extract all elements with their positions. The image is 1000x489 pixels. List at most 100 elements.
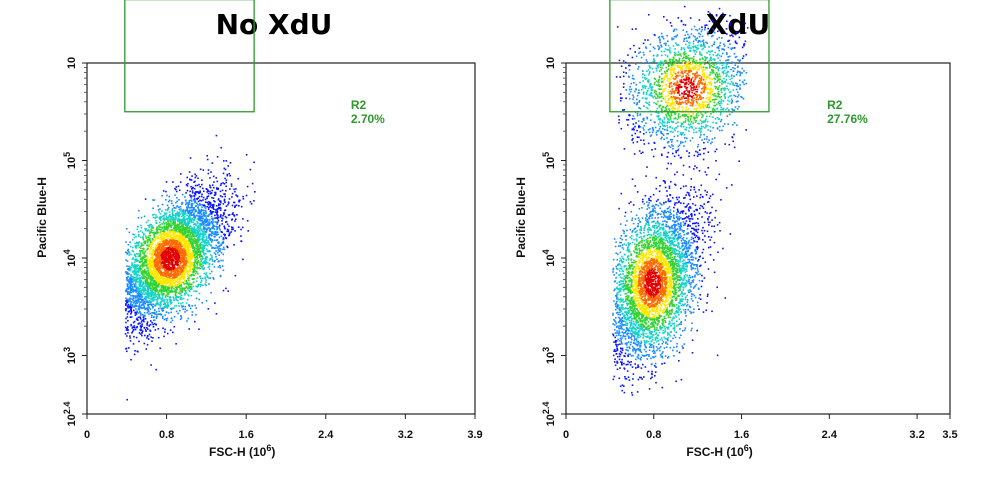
event-dot [153,319,156,321]
event-dot [146,252,149,255]
event-dot [174,305,176,307]
event-dot [167,263,169,265]
event-dot [173,278,176,281]
event-dot [169,277,171,279]
event-dot [196,230,198,232]
event-dot [157,313,159,316]
event-dot [171,269,173,271]
event-dot [176,228,178,230]
event-dot [144,292,147,294]
event-dot [189,199,192,202]
event-dot [197,233,199,235]
event-dot [142,247,144,250]
event-dot [145,270,148,273]
event-dot [177,312,179,315]
event-dot [201,255,203,258]
event-dot [181,271,184,274]
event-dot [214,247,217,249]
event-dot [190,185,192,188]
event-dot [192,250,194,252]
event-dot [186,263,188,265]
event-dot [184,236,186,239]
event-dot [658,331,661,334]
event-dot [164,299,166,301]
event-dot [172,221,175,224]
event-dot [194,216,196,219]
event-dot [198,212,201,214]
event-dot [199,252,201,254]
event-dot [201,215,204,218]
chart-title-xdu: XdU [705,8,771,41]
event-dot [175,295,177,297]
event-dot [164,295,167,298]
event-dot [195,313,197,316]
event-dot [138,292,141,295]
event-dot [131,304,134,306]
event-dot [193,278,195,280]
event-dot [189,190,191,193]
event-dot [168,298,170,301]
event-dots [612,5,749,396]
event-dot [209,206,211,208]
event-dot [158,310,160,313]
event-dot [185,203,187,206]
event-dot [221,220,223,222]
event-dot [169,259,171,262]
event-dot [155,368,157,371]
event-dot [191,262,194,264]
event-dot [176,278,178,280]
event-dot [682,224,685,227]
event-dot [220,201,222,204]
event-dot [160,307,163,310]
event-dot [173,223,175,226]
event-dot [224,177,226,180]
event-dot [164,270,167,272]
event-dot [233,244,235,246]
event-dot [205,284,207,287]
event-dot [619,260,621,262]
event-dot [211,189,214,192]
event-dot [166,317,169,320]
event-dot [163,299,165,302]
event-dot [183,283,186,285]
event-dot [206,191,208,193]
event-dot [179,225,182,228]
event-dot [143,305,145,307]
event-dot [151,312,153,314]
event-dot [192,254,195,257]
event-dot [169,234,172,236]
event-dot [172,243,174,246]
event-dot [142,303,145,305]
event-dot [178,280,181,283]
flow-plot-no-xdu: R22.70%0 0.8 1.6 2.4 3.2 3.9102.410310410510F… [35,0,483,459]
event-dot [178,223,180,226]
event-dot [215,134,218,137]
event-dot [181,277,184,279]
event-dot [148,297,150,299]
event-dot [208,219,211,221]
event-dot [125,303,127,305]
event-dot [184,294,186,296]
event-dot [191,226,193,229]
event-dot [211,260,214,262]
event-dot [180,208,182,210]
event-dot [236,214,238,216]
event-dot [132,277,135,280]
event-dot [229,162,232,164]
event-dot [191,202,194,205]
event-dot [205,244,208,246]
event-dot [704,171,707,173]
event-dot [170,311,172,314]
event-dot [140,321,143,323]
event-dot [147,335,149,337]
event-dot [209,277,212,279]
event-dot [197,212,199,215]
event-dot [155,214,157,216]
event-dot [197,210,200,213]
event-dot [165,319,168,322]
event-dot [195,307,197,309]
event-dot [136,302,138,304]
event-dot [148,273,151,276]
event-dot [178,276,181,279]
